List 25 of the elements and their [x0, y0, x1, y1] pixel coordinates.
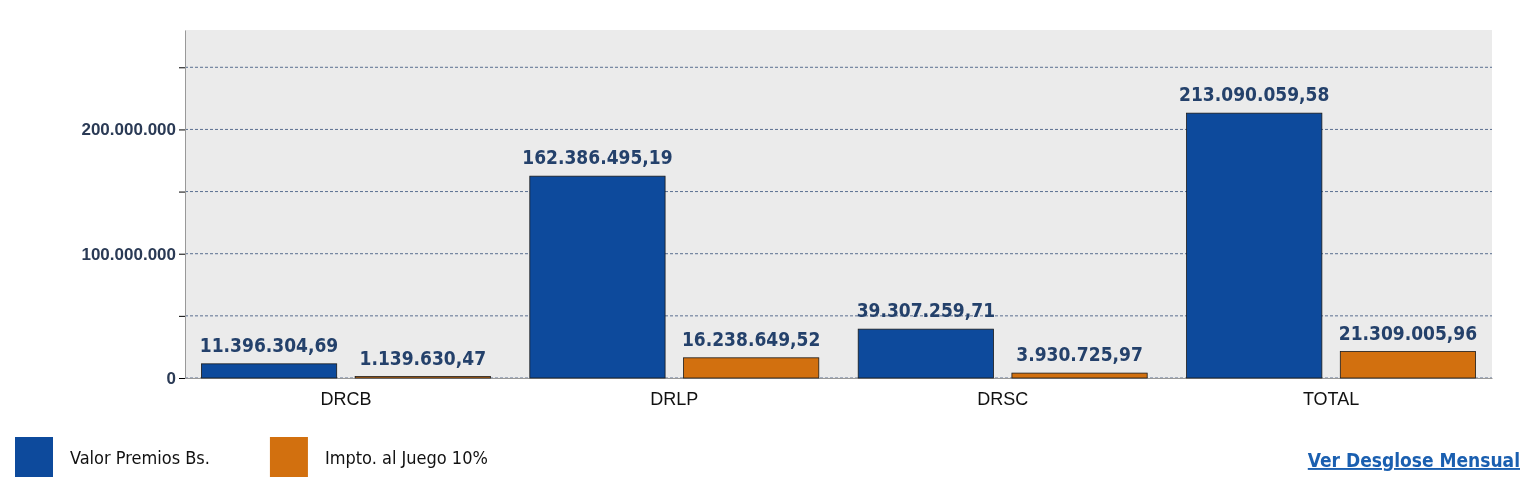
bar	[683, 357, 820, 379]
bar	[1339, 351, 1476, 379]
x-tick-label: DRCB	[320, 388, 372, 409]
legend-label: Impto. al Juego 10%	[324, 447, 488, 468]
y-tick-label: 200.000.000	[81, 120, 176, 140]
y-tick-label: 100.000.000	[81, 244, 176, 264]
data-label: 1.139.630,47	[359, 346, 487, 369]
data-label: 11.396.304,69	[199, 333, 339, 356]
data-label: 16.238.649,52	[681, 327, 821, 350]
data-label: 213.090.059,58	[1179, 83, 1330, 106]
x-tick-label: TOTAL	[1302, 388, 1360, 409]
data-label: 162.386.495,19	[522, 146, 673, 169]
x-tick-label: DRSC	[977, 388, 1029, 409]
data-label: 39.307.259,71	[856, 299, 996, 322]
bar	[857, 328, 994, 379]
data-label: 21.309.005,96	[1338, 321, 1478, 344]
bar	[529, 175, 666, 379]
y-tick-label: 0	[166, 368, 176, 388]
x-tick-label: DRLP	[650, 388, 699, 409]
legend-label: Valor Premios Bs.	[70, 447, 210, 468]
bar	[1011, 372, 1148, 379]
bar	[1186, 112, 1323, 379]
bar	[201, 363, 338, 379]
text: Ver Desglose Mensual	[1307, 449, 1520, 471]
data-label: 3.930.725,97	[1016, 343, 1143, 366]
